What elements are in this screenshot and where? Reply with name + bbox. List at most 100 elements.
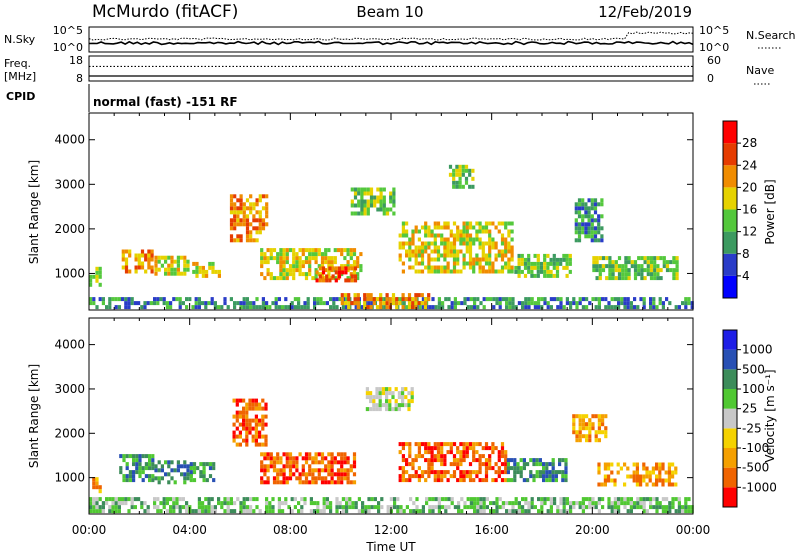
power-cell [389, 195, 393, 200]
velocity-cell [468, 470, 473, 475]
power-cell [318, 278, 322, 283]
velocity-cell [199, 470, 203, 475]
velocity-cell [304, 452, 309, 457]
velocity-cell [192, 478, 197, 483]
velocity-cell [223, 497, 227, 502]
velocity-cell [607, 478, 611, 483]
power-cell [543, 253, 547, 258]
power-cell [173, 259, 177, 264]
velocity-cell [527, 505, 531, 510]
power-cell [308, 248, 312, 253]
power-cell [510, 229, 514, 234]
power-cell [170, 267, 174, 272]
power-cell [420, 253, 425, 258]
velocity-cell [465, 446, 469, 451]
power-cell [124, 297, 128, 302]
velocity-cell [522, 466, 526, 471]
velocity-cell [343, 468, 347, 473]
velocity-cell [399, 509, 403, 514]
velocity-cell [251, 398, 255, 403]
velocity-cell [537, 509, 541, 514]
power-cell [626, 297, 630, 302]
velocity-cell [258, 418, 262, 423]
velocity-cell [450, 497, 454, 502]
velocity-cell [585, 438, 589, 443]
power-cell [462, 257, 466, 262]
power-cell [505, 297, 509, 302]
power-cell [150, 253, 154, 258]
power-cell [481, 249, 485, 254]
power-cell [167, 267, 171, 272]
power-cell [584, 230, 588, 235]
power-cell [443, 241, 447, 246]
velocity-cell [208, 466, 213, 471]
power-cell [185, 297, 189, 302]
velocity-cell [176, 468, 180, 473]
power-cell [89, 278, 93, 283]
velocity-cell [524, 497, 528, 502]
power-cell [598, 276, 602, 281]
velocity-cell [272, 480, 277, 485]
power-cell [350, 203, 354, 208]
velocity-cell [610, 462, 614, 467]
velocity-cell [220, 501, 224, 506]
velocity-cell [436, 478, 441, 483]
power-cell [574, 210, 578, 215]
velocity-cell [207, 505, 211, 510]
velocity-cell [401, 391, 405, 396]
power-cell [627, 276, 631, 281]
power-cell [328, 278, 332, 283]
velocity-cell [597, 466, 601, 471]
velocity-cell [385, 387, 389, 392]
power-cell [656, 264, 660, 269]
velocity-cell [446, 442, 450, 447]
power-cell [500, 233, 505, 238]
power-cell [239, 198, 243, 203]
velocity-cell [484, 478, 489, 483]
power-cell [433, 233, 437, 238]
velocity-cell [488, 454, 492, 459]
power-cell [436, 221, 441, 226]
velocity-cell [122, 454, 126, 459]
power-cell [521, 305, 525, 310]
velocity-cell [561, 474, 565, 479]
velocity-cell [269, 464, 273, 469]
velocity-cell [530, 505, 534, 510]
velocity-cell [664, 470, 668, 475]
velocity-cell [162, 497, 166, 502]
velocity-cell [111, 509, 115, 514]
power-cell [269, 252, 273, 257]
power-cell [456, 269, 460, 274]
power-cell [352, 272, 357, 277]
power-cell [330, 260, 334, 265]
velocity-cell [603, 478, 607, 483]
velocity-cell [594, 438, 598, 443]
velocity-cell [199, 462, 203, 467]
power-cell [527, 265, 531, 270]
velocity-cell [95, 477, 99, 482]
power-cell [608, 268, 612, 273]
power-cell [434, 305, 438, 310]
velocity-cell [238, 434, 242, 439]
power-cell [255, 198, 259, 203]
power-cell [475, 261, 479, 266]
velocity-cell [642, 478, 646, 483]
power-cell [421, 297, 425, 302]
power-cell [575, 301, 579, 306]
power-cell [160, 263, 164, 268]
power-cell [367, 301, 371, 306]
velocity-cell [677, 509, 681, 514]
velocity-cell [610, 509, 614, 514]
power-cell [121, 265, 125, 270]
velocity-cell [519, 458, 523, 463]
velocity-cell [260, 468, 264, 473]
power-cell [601, 268, 606, 273]
power-cell [236, 301, 240, 306]
power-cell [242, 297, 246, 302]
velocity-cell [430, 466, 434, 471]
power-cell [452, 269, 457, 274]
power-cell [461, 164, 465, 169]
velocity-cell [220, 505, 224, 510]
power-cell [392, 203, 396, 208]
velocity-cell [272, 468, 277, 473]
